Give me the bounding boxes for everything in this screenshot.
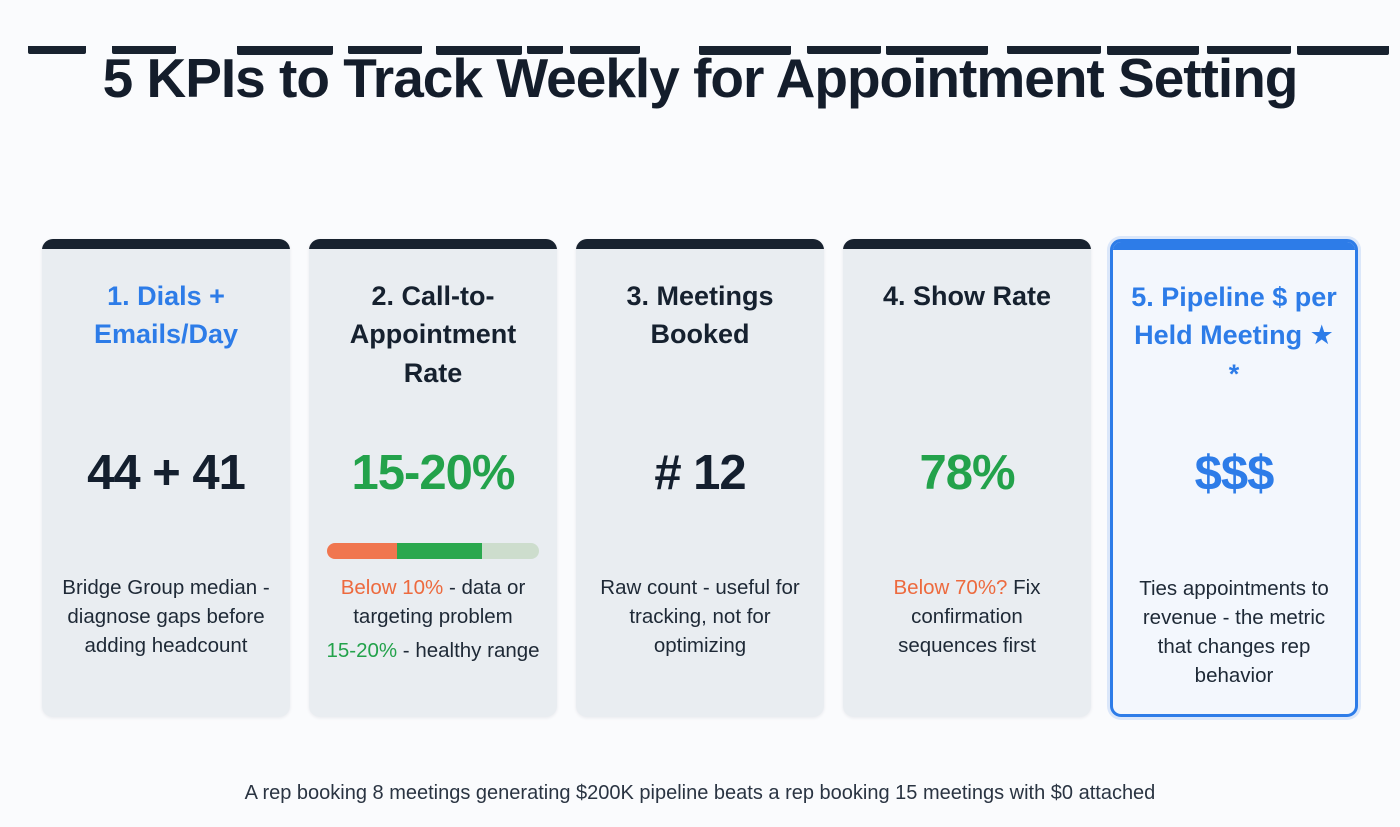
card-body: 4. Show Rate 78% Below 70%? Fix confirma… <box>843 249 1091 717</box>
description-text: Fix confirmation sequences first <box>898 576 1041 658</box>
kpi-cards-row: 1. Dials + Emails/Day 44 + 41 Bridge Gro… <box>42 239 1358 717</box>
top-edge-artifacts <box>0 46 1400 58</box>
card-heading: 3. Meetings Booked <box>626 281 774 350</box>
card-description: Below 70%? Fix confirmation sequences fi… <box>859 573 1075 660</box>
card-body: 5. Pipeline $ per Held Meeting ★ * $$$ T… <box>1113 250 1355 714</box>
card-description: Below 10% - data or targeting problem <box>325 573 541 631</box>
card-description: Ties appointments to revenue - the metri… <box>1139 577 1329 688</box>
card-body: 2. Call-to-Appointment Rate 15-20% Below… <box>309 249 557 717</box>
card-value: 44 + 41 <box>87 446 246 500</box>
threshold-highlight: Below 70%? <box>893 576 1008 599</box>
card-topbar <box>1113 242 1355 250</box>
page-title: 5 KPIs to Track Weekly for Appointment S… <box>102 47 1299 109</box>
card-body: 3. Meetings Booked # 12 Raw count - usef… <box>576 249 824 717</box>
asterisk-mark: * <box>1228 358 1240 389</box>
card-topbar <box>843 239 1091 249</box>
card-value: # 12 <box>654 446 746 500</box>
footer-note: A rep booking 8 meetings generating $200… <box>244 782 1156 804</box>
card-topbar <box>576 239 824 249</box>
description-text: - healthy range <box>397 639 540 663</box>
description-text: - data or targeting problem <box>353 576 526 629</box>
card-heading: 4. Show Rate <box>882 281 1052 311</box>
card-topbar <box>309 239 557 249</box>
star-icon: ★ <box>1309 320 1334 351</box>
card-body: 1. Dials + Emails/Day 44 + 41 Bridge Gro… <box>42 249 290 717</box>
heading-text: 5. Pipeline $ per Held Meeting <box>1131 282 1337 351</box>
rate-progress-bar <box>327 543 539 559</box>
kpi-card-pipeline-per-held-meeting: 5. Pipeline $ per Held Meeting ★ * $$$ T… <box>1110 239 1358 717</box>
card-heading: 1. Dials + Emails/Day <box>93 281 239 350</box>
card-description: 15-20% - healthy range <box>325 636 541 665</box>
card-heading: 5. Pipeline $ per Held Meeting ★ * <box>1129 278 1339 418</box>
threshold-highlight: Below 10% <box>340 576 444 599</box>
card-description: Raw count - useful for tracking, not for… <box>600 576 800 658</box>
kpi-card-dials-emails-per-day: 1. Dials + Emails/Day 44 + 41 Bridge Gro… <box>42 239 290 717</box>
card-description: Bridge Group median - diagnose gaps befo… <box>62 576 270 658</box>
card-heading: 2. Call-to-Appointment Rate <box>349 281 517 388</box>
card-value: $$$ <box>1194 447 1275 501</box>
card-topbar <box>42 239 290 249</box>
card-value: 78% <box>919 446 1015 500</box>
kpi-card-show-rate: 4. Show Rate 78% Below 70%? Fix confirma… <box>843 239 1091 717</box>
card-value: 15-20% <box>351 446 516 500</box>
healthy-range-highlight: 15-20% <box>326 639 398 663</box>
kpi-card-meetings-booked: 3. Meetings Booked # 12 Raw count - usef… <box>576 239 824 717</box>
kpi-card-call-to-appointment-rate: 2. Call-to-Appointment Rate 15-20% Below… <box>309 239 557 717</box>
